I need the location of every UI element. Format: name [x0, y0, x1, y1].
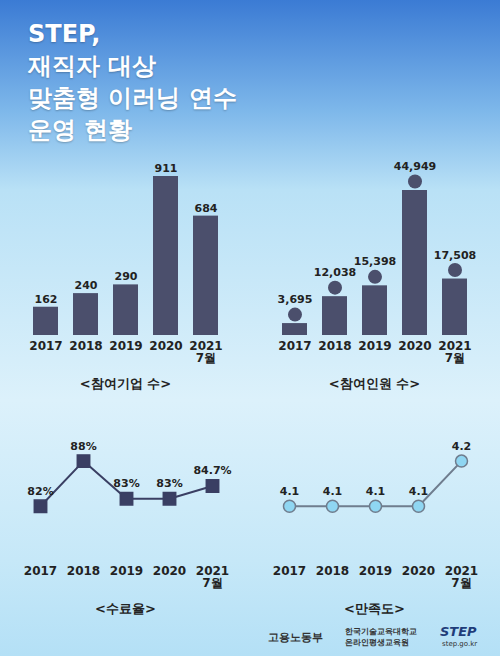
svg-text:2020: 2020: [149, 339, 182, 353]
svg-text:2017: 2017: [273, 564, 306, 578]
html-text:재직자 대상: 재직자 대상: [28, 52, 157, 80]
html-text:step.go.kr: step.go.kr: [442, 640, 478, 648]
html-text:한국기술교육대학교: 한국기술교육대학교: [345, 627, 417, 636]
svg-text:20217월: 20217월: [189, 339, 222, 365]
svg-text:2018: 2018: [318, 339, 351, 353]
svg-text:2019: 2019: [358, 339, 391, 353]
svg-text:911: 911: [155, 162, 178, 175]
svg-text:83%: 83%: [156, 477, 182, 490]
svg-text:2018: 2018: [69, 339, 102, 353]
svg-text:4.1: 4.1: [323, 485, 343, 498]
svg-text:15,398: 15,398: [354, 255, 396, 268]
svg-text:4.1: 4.1: [409, 485, 429, 498]
svg-text:684: 684: [195, 202, 218, 215]
svg-text:17,508: 17,508: [434, 249, 476, 262]
svg-text:20217월: 20217월: [438, 339, 471, 365]
svg-text:82%: 82%: [27, 485, 53, 498]
svg-text:2018: 2018: [67, 564, 100, 578]
html-text:STEP,: STEP,: [28, 20, 101, 48]
html-text:<만족도>: <만족도>: [344, 601, 405, 616]
svg-text:2019: 2019: [109, 339, 142, 353]
html-text:온라인평생교육원: 온라인평생교육원: [345, 638, 409, 647]
svg-text:2019: 2019: [110, 564, 143, 578]
svg-text:44,949: 44,949: [394, 160, 436, 173]
svg-text:4.1: 4.1: [366, 485, 386, 498]
svg-text:240: 240: [75, 279, 98, 292]
html-text:운영 현황: 운영 현황: [28, 116, 133, 144]
svg-text:83%: 83%: [113, 477, 139, 490]
svg-text:88%: 88%: [70, 440, 96, 453]
html-text:STEP: STEP: [440, 624, 477, 639]
html-text:고용노동부: 고용노동부: [268, 631, 323, 644]
svg-text:2020: 2020: [398, 339, 431, 353]
svg-text:2017: 2017: [278, 339, 311, 353]
svg-text:2019: 2019: [359, 564, 392, 578]
html-text:<수료율>: <수료율>: [95, 601, 156, 616]
svg-text:2018: 2018: [316, 564, 349, 578]
html-text:<참여기업 수>: <참여기업 수>: [79, 376, 172, 391]
svg-text:3,695: 3,695: [278, 293, 313, 306]
html-text:<참여인원 수>: <참여인원 수>: [328, 376, 421, 391]
svg-text:20217월: 20217월: [445, 564, 478, 590]
svg-text:84.7%: 84.7%: [193, 464, 231, 477]
svg-text:2020: 2020: [153, 564, 186, 578]
svg-text:290: 290: [115, 270, 138, 283]
svg-text:2017: 2017: [29, 339, 62, 353]
svg-text:20217월: 20217월: [196, 564, 229, 590]
svg-text:162: 162: [35, 293, 58, 306]
svg-text:2017: 2017: [24, 564, 57, 578]
svg-text:4.2: 4.2: [452, 440, 472, 453]
html-text:맞춤형 이러닝 연수: 맞춤형 이러닝 연수: [28, 84, 237, 112]
svg-text:12,038: 12,038: [314, 266, 356, 279]
svg-text:4.1: 4.1: [280, 485, 300, 498]
svg-text:2020: 2020: [402, 564, 435, 578]
